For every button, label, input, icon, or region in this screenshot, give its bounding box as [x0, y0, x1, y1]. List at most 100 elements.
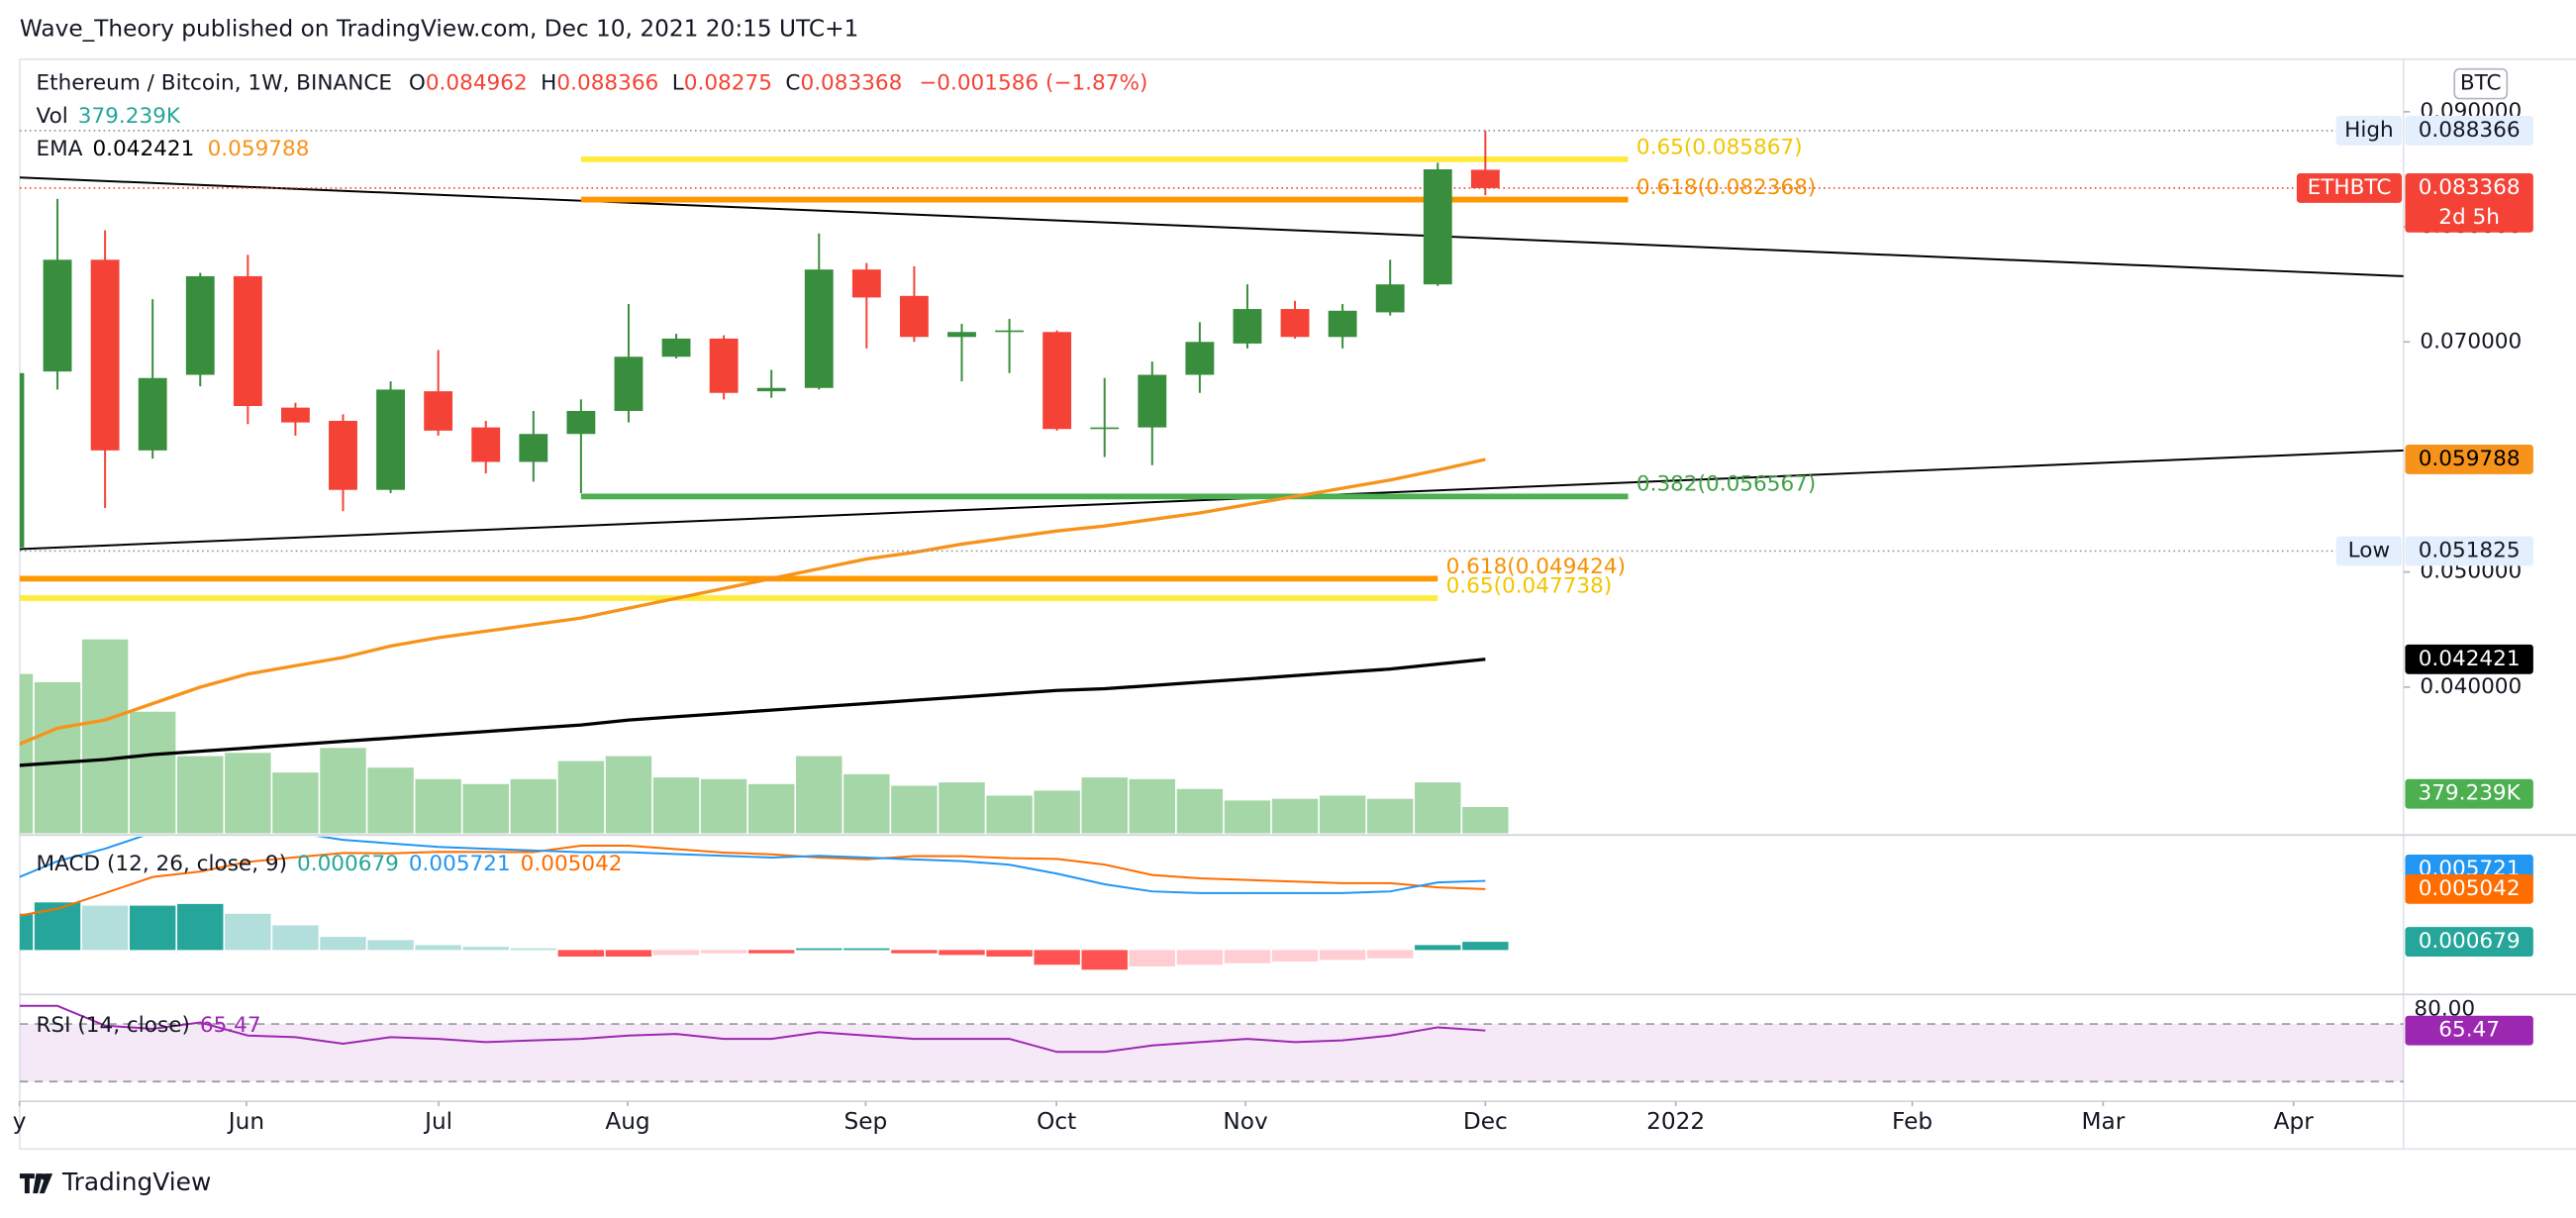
volume-bar	[1081, 777, 1128, 834]
volume-bar	[843, 773, 890, 834]
volume-bar	[652, 777, 700, 834]
macd-histogram-bar	[225, 913, 271, 951]
volume-bar	[1319, 795, 1366, 834]
candle-body	[1185, 342, 1215, 375]
price-badge-bg	[2405, 173, 2533, 233]
symbol-title: Ethereum / Bitcoin, 1W, BINANCE	[37, 71, 393, 96]
macd-histogram-bar	[367, 940, 414, 951]
macd-histogram-bar	[415, 945, 461, 951]
macd-hist-value: 0.000679	[297, 852, 399, 876]
ema-line	[19, 658, 1486, 767]
y-tick-label: 0.070000	[2420, 329, 2522, 354]
volume-bar	[700, 778, 747, 834]
x-tick-label: y	[13, 1108, 27, 1135]
volume-legend: Vol 379.239K	[37, 104, 181, 129]
macd-histogram-bar	[1129, 950, 1176, 966]
change: −0.001586 (−1.87%)	[919, 71, 1147, 96]
x-tick-label: Sep	[844, 1108, 888, 1135]
ema-value: 0.042421	[92, 137, 194, 161]
rsi-band	[19, 1024, 2404, 1082]
volume-bar	[939, 782, 985, 834]
x-tick-label: Jun	[227, 1108, 264, 1135]
macd-histogram-bar	[1176, 950, 1224, 965]
candle-body	[138, 377, 167, 451]
volume-bar	[986, 795, 1033, 834]
candle-body	[1328, 310, 1357, 338]
overlay-layer: Ethereum / Bitcoin, 1W, BINANCE O0.08496…	[19, 67, 2533, 1196]
candle-body	[709, 338, 739, 393]
rsi-line	[19, 1004, 1486, 1054]
currency: BTC	[2460, 71, 2502, 96]
volume-bar	[891, 785, 938, 834]
rsi-pane	[19, 1004, 2404, 1083]
volume-bar	[462, 783, 509, 834]
candle-body	[424, 391, 453, 431]
macd-histogram-bar	[81, 905, 129, 951]
last-price: 0.083368	[2419, 175, 2521, 200]
ema-value: 0.059788	[208, 137, 310, 161]
macd-histogram-bar	[939, 950, 985, 956]
ohlc-letter: H	[541, 71, 556, 96]
macd-histogram-bar	[34, 902, 81, 951]
rsi-badge: 65.47	[2438, 1018, 2500, 1043]
macd-histogram-bar	[510, 948, 557, 951]
candle-body	[1280, 309, 1310, 338]
volume-bar	[129, 711, 176, 834]
volume-bar	[177, 756, 224, 834]
logo	[19, 1173, 53, 1194]
macd-histogram-bar	[129, 905, 176, 951]
candle-body	[1138, 374, 1167, 428]
tag: High	[2344, 118, 2394, 143]
candle-body	[43, 259, 72, 372]
volume-bar	[1462, 807, 1509, 834]
hist-badge-bg	[2405, 927, 2533, 958]
fib-label: 0.618(0.049424)	[1446, 555, 1626, 579]
candle-body	[995, 330, 1025, 333]
candle-body	[1470, 169, 1500, 188]
ohlc-letter: L	[672, 71, 684, 96]
tag-bg	[2335, 536, 2403, 566]
x-tick-label: 2022	[1646, 1108, 1705, 1135]
x-tick-label: Jul	[423, 1108, 452, 1135]
trendline	[19, 176, 2404, 277]
volume-bar	[605, 756, 652, 834]
fib-label: 0.65(0.085867)	[1636, 135, 1803, 159]
macd-histogram-bar	[1034, 950, 1080, 965]
tag-bg	[2335, 115, 2403, 146]
macd-pane	[19, 836, 1509, 970]
open-value: 0.084962	[426, 71, 528, 96]
volume-value: 379.239K	[78, 104, 181, 129]
volume-bar	[34, 681, 81, 834]
signal-value: 0.005042	[521, 852, 623, 876]
volume-bar	[1129, 778, 1176, 834]
volume-bar	[367, 767, 414, 834]
volume-bar	[19, 673, 34, 834]
macd-histogram-bar	[700, 950, 747, 954]
candle-body	[185, 275, 215, 375]
macd-histogram-bar	[986, 950, 1033, 957]
main-pane: 0.65(0.085867)0.618(0.082368)0.382(0.056…	[19, 130, 2404, 834]
low-badge: 0.051825	[2419, 538, 2521, 562]
x-tick-label: Oct	[1037, 1108, 1076, 1135]
macd-histogram-bar	[652, 950, 700, 956]
volume-bar	[747, 783, 795, 834]
rsi-legend: RSI (14, close) 65.47	[37, 1013, 261, 1038]
macd-histogram-bar	[1462, 942, 1509, 951]
macd-histogram-bar	[747, 950, 795, 954]
high-badge: 0.088366	[2419, 118, 2521, 143]
macd-histogram-bar	[891, 950, 938, 954]
candle-body	[1423, 168, 1452, 285]
volume-bar	[272, 772, 319, 834]
candle-body	[471, 427, 501, 462]
close-value: 0.083368	[801, 71, 903, 96]
trendline	[19, 449, 2404, 551]
candle-body	[900, 295, 929, 338]
x-tick-label: Apr	[2274, 1108, 2315, 1135]
volume-badge: 379.239K	[2418, 781, 2521, 806]
macd-histogram-bar	[1366, 950, 1414, 959]
x-tick-label: Aug	[605, 1108, 649, 1135]
footer: TradingView	[61, 1167, 211, 1196]
x-tick-label: Mar	[2081, 1108, 2125, 1135]
